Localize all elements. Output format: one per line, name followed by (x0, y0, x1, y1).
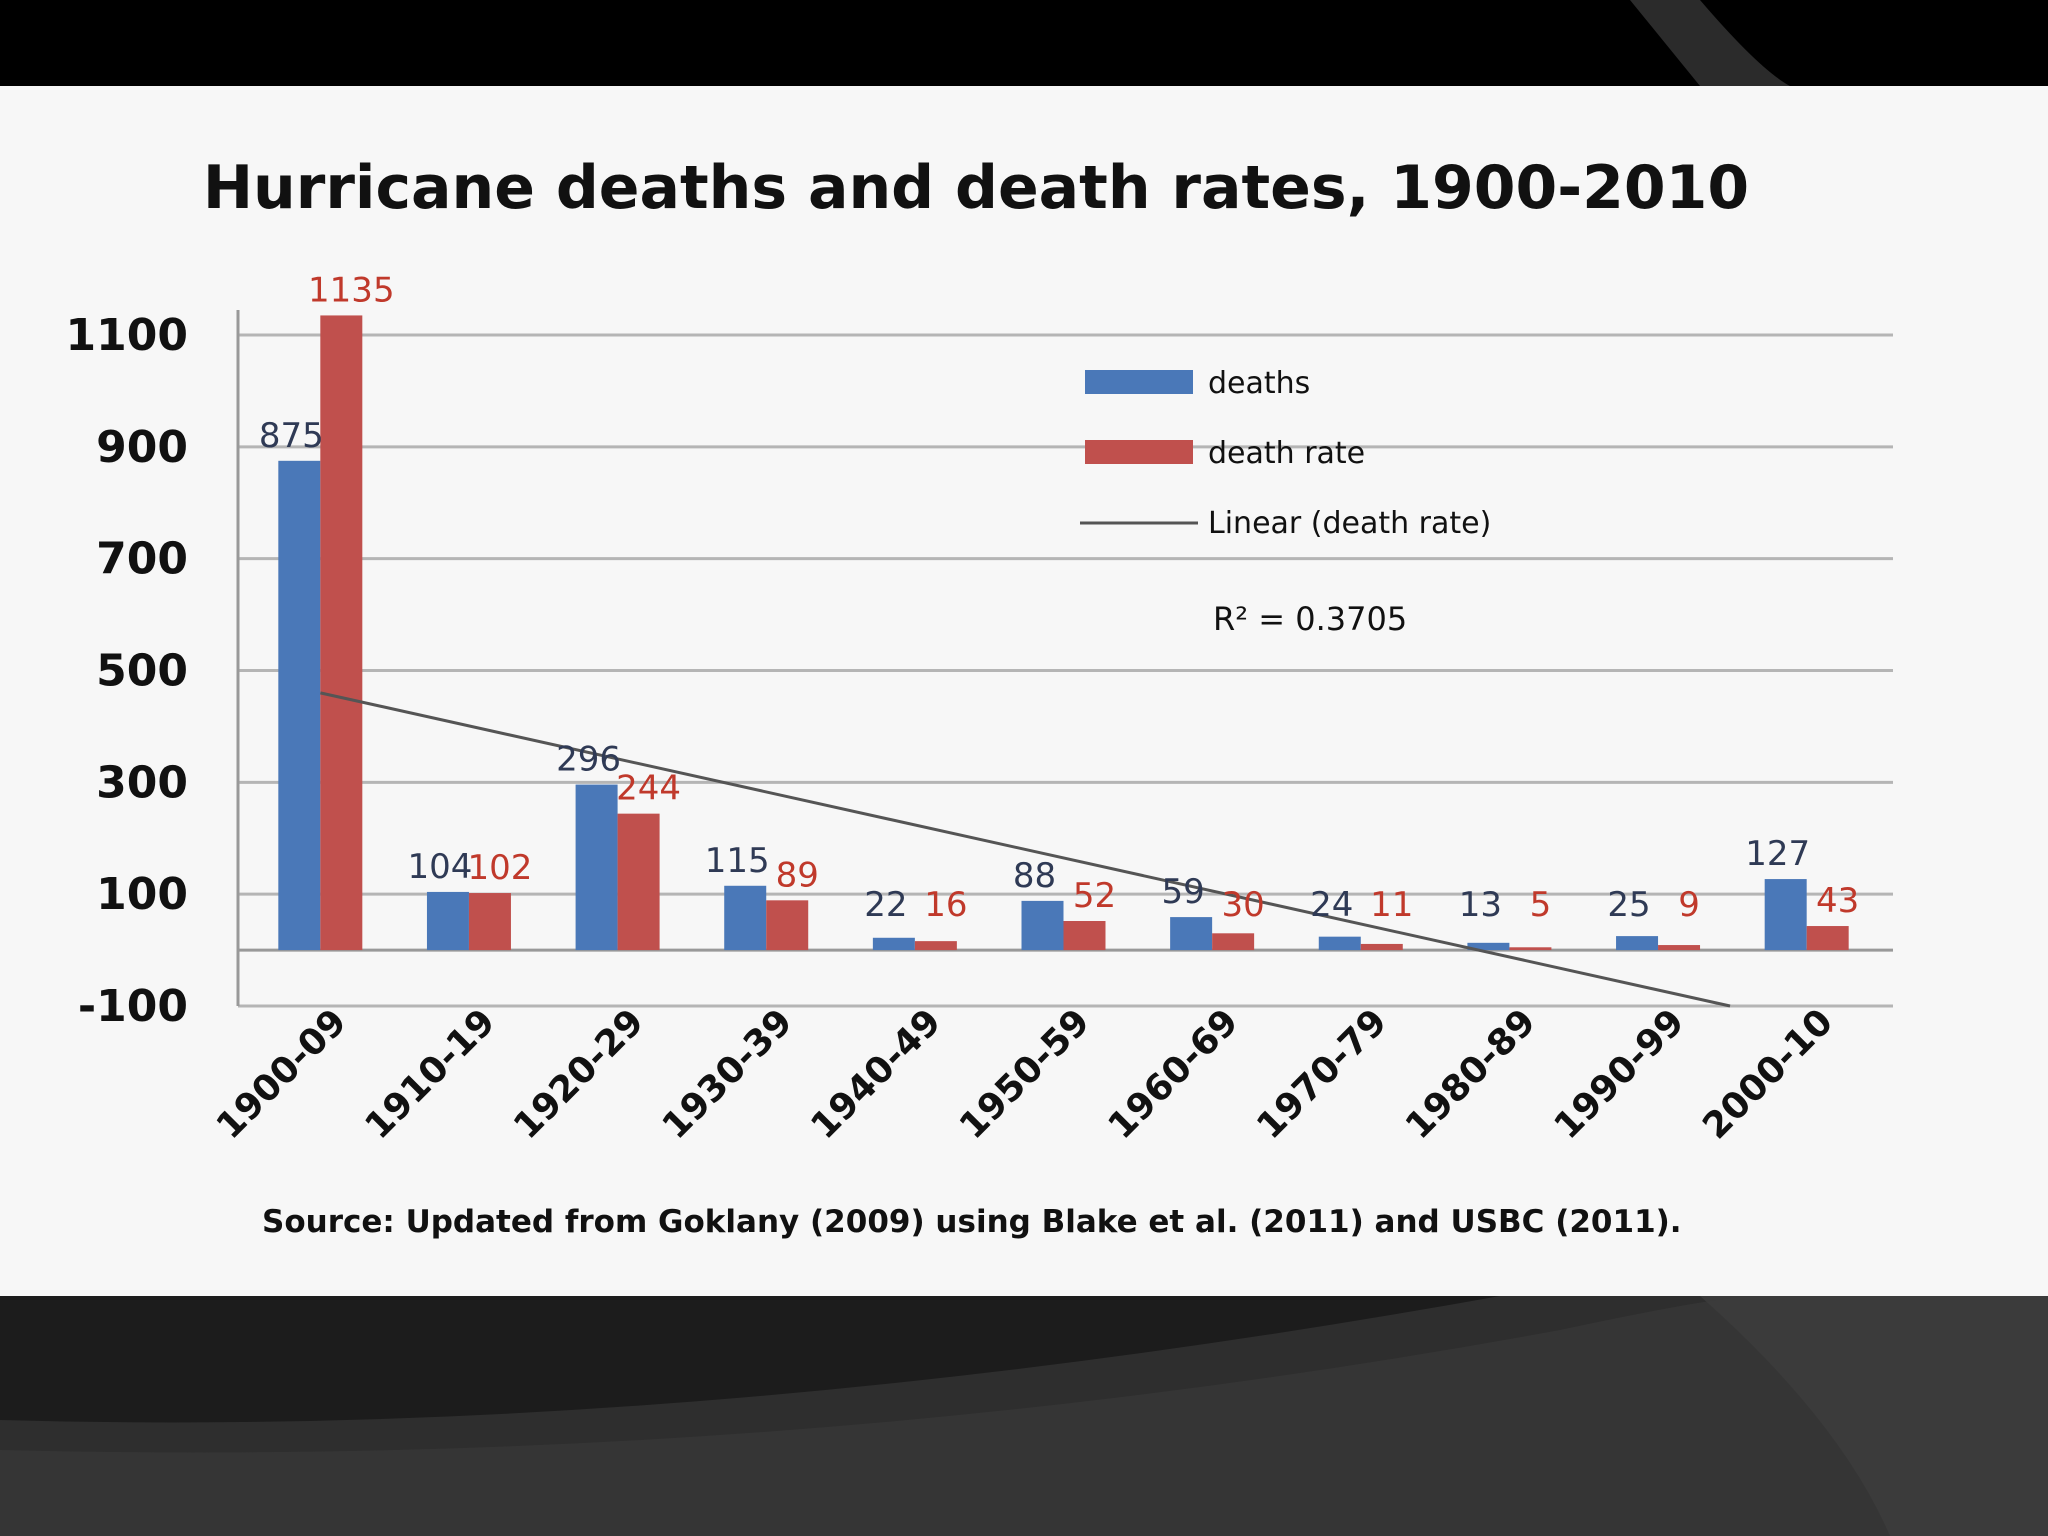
grid-lines (238, 333, 1893, 1008)
x-tick-label: 1970-79 (1249, 1001, 1395, 1147)
chart-title: Hurricane deaths and death rates, 1900-2… (203, 153, 1749, 223)
data-label-death-rate: 9 (1678, 885, 1700, 925)
trendline (319, 691, 1731, 1008)
bar-death-rate (766, 900, 809, 951)
data-label-deaths: 875 (259, 416, 324, 456)
bar-death-rate (1212, 933, 1255, 951)
y-tick-label: 300 (96, 757, 188, 808)
data-label-deaths: 296 (556, 740, 621, 780)
x-tick-label: 1990-99 (1547, 1001, 1693, 1147)
data-label-death-rate: 43 (1816, 881, 1859, 921)
source-note: Source: Updated from Goklany (2009) usin… (262, 1204, 1682, 1240)
bar-deaths (575, 784, 618, 951)
bar-death-rate (617, 813, 660, 951)
y-axis-ticks: -100 100 300 500 700 900 1100 (66, 310, 188, 1032)
bar-deaths (1021, 900, 1064, 951)
legend-label-trendline: Linear (death rate) (1208, 506, 1491, 541)
bar-deaths (426, 891, 469, 951)
x-tick-label: 1960-69 (1101, 1001, 1247, 1147)
bar-deaths (1764, 879, 1807, 951)
bar-death-rate (1063, 921, 1106, 951)
y-tick-label: 1100 (66, 310, 188, 361)
data-label-death-rate: 102 (468, 848, 533, 888)
legend-swatch-death-rate (1085, 440, 1193, 464)
data-label-deaths: 59 (1162, 872, 1205, 912)
x-axis-ticks: 1900-09 1910-19 1920-29 1930-39 1940-49 1950-… (209, 1001, 1841, 1147)
data-label-deaths: 104 (408, 847, 473, 887)
x-tick-label: 1950-59 (952, 1001, 1098, 1147)
y-tick-label: 900 (96, 422, 188, 473)
x-tick-label: 1940-49 (803, 1001, 949, 1147)
data-label-death-rate: 1135 (308, 270, 395, 310)
bar-deaths (1467, 942, 1510, 951)
data-label-deaths: 13 (1459, 885, 1502, 925)
data-label-deaths: 25 (1607, 885, 1650, 925)
bar-death-rate (320, 315, 363, 951)
data-label-death-rate: 11 (1370, 885, 1413, 925)
bar-death-rate (914, 941, 957, 951)
x-tick-label: 1910-19 (357, 1001, 503, 1147)
bar-death-rate (468, 893, 511, 951)
bar-death-rate (1509, 947, 1552, 951)
bar-death-rate (1360, 943, 1403, 951)
x-tick-label: 1930-39 (655, 1001, 801, 1147)
y-tick-label: 500 (96, 646, 188, 697)
data-label-death-rate: 52 (1073, 876, 1116, 916)
data-label-death-rate: 16 (924, 885, 967, 925)
data-label-death-rate: 89 (776, 855, 819, 895)
y-tick-label: 700 (96, 534, 188, 585)
data-label-death-rate: 244 (616, 769, 681, 809)
data-label-deaths: 22 (864, 885, 907, 925)
y-tick-label: -100 (78, 981, 188, 1032)
data-label-deaths: 115 (705, 841, 770, 881)
data-label-deaths: 88 (1013, 856, 1056, 896)
bars (278, 315, 1849, 951)
legend-label-death-rate: death rate (1208, 436, 1365, 471)
data-label-death-rate: 30 (1222, 885, 1265, 925)
bar-deaths (872, 937, 915, 951)
bar-deaths (1170, 917, 1213, 951)
bar-death-rate (1658, 945, 1701, 951)
x-tick-label: 1920-29 (506, 1001, 652, 1147)
trendline-death-rate (319, 691, 1731, 1008)
data-label-death-rate: 5 (1530, 885, 1552, 925)
legend-swatch-deaths (1085, 370, 1193, 394)
x-tick-label: 1900-09 (209, 1001, 355, 1147)
data-label-deaths: 127 (1745, 834, 1810, 874)
bar-deaths (724, 885, 767, 951)
bar-deaths (278, 460, 321, 951)
bar-deaths (1318, 936, 1361, 951)
r-squared-label: R² = 0.3705 (1213, 600, 1407, 638)
x-tick-label: 1980-89 (1398, 1001, 1544, 1147)
y-tick-label: 100 (96, 869, 188, 920)
x-tick-label: 2000-10 (1695, 1001, 1841, 1147)
bar-deaths (1616, 936, 1659, 951)
data-label-deaths: 24 (1310, 885, 1353, 925)
bar-death-rate (1806, 926, 1849, 951)
legend-label-deaths: deaths (1208, 366, 1310, 401)
legend: deaths death rate Linear (death rate) (1080, 366, 1491, 541)
